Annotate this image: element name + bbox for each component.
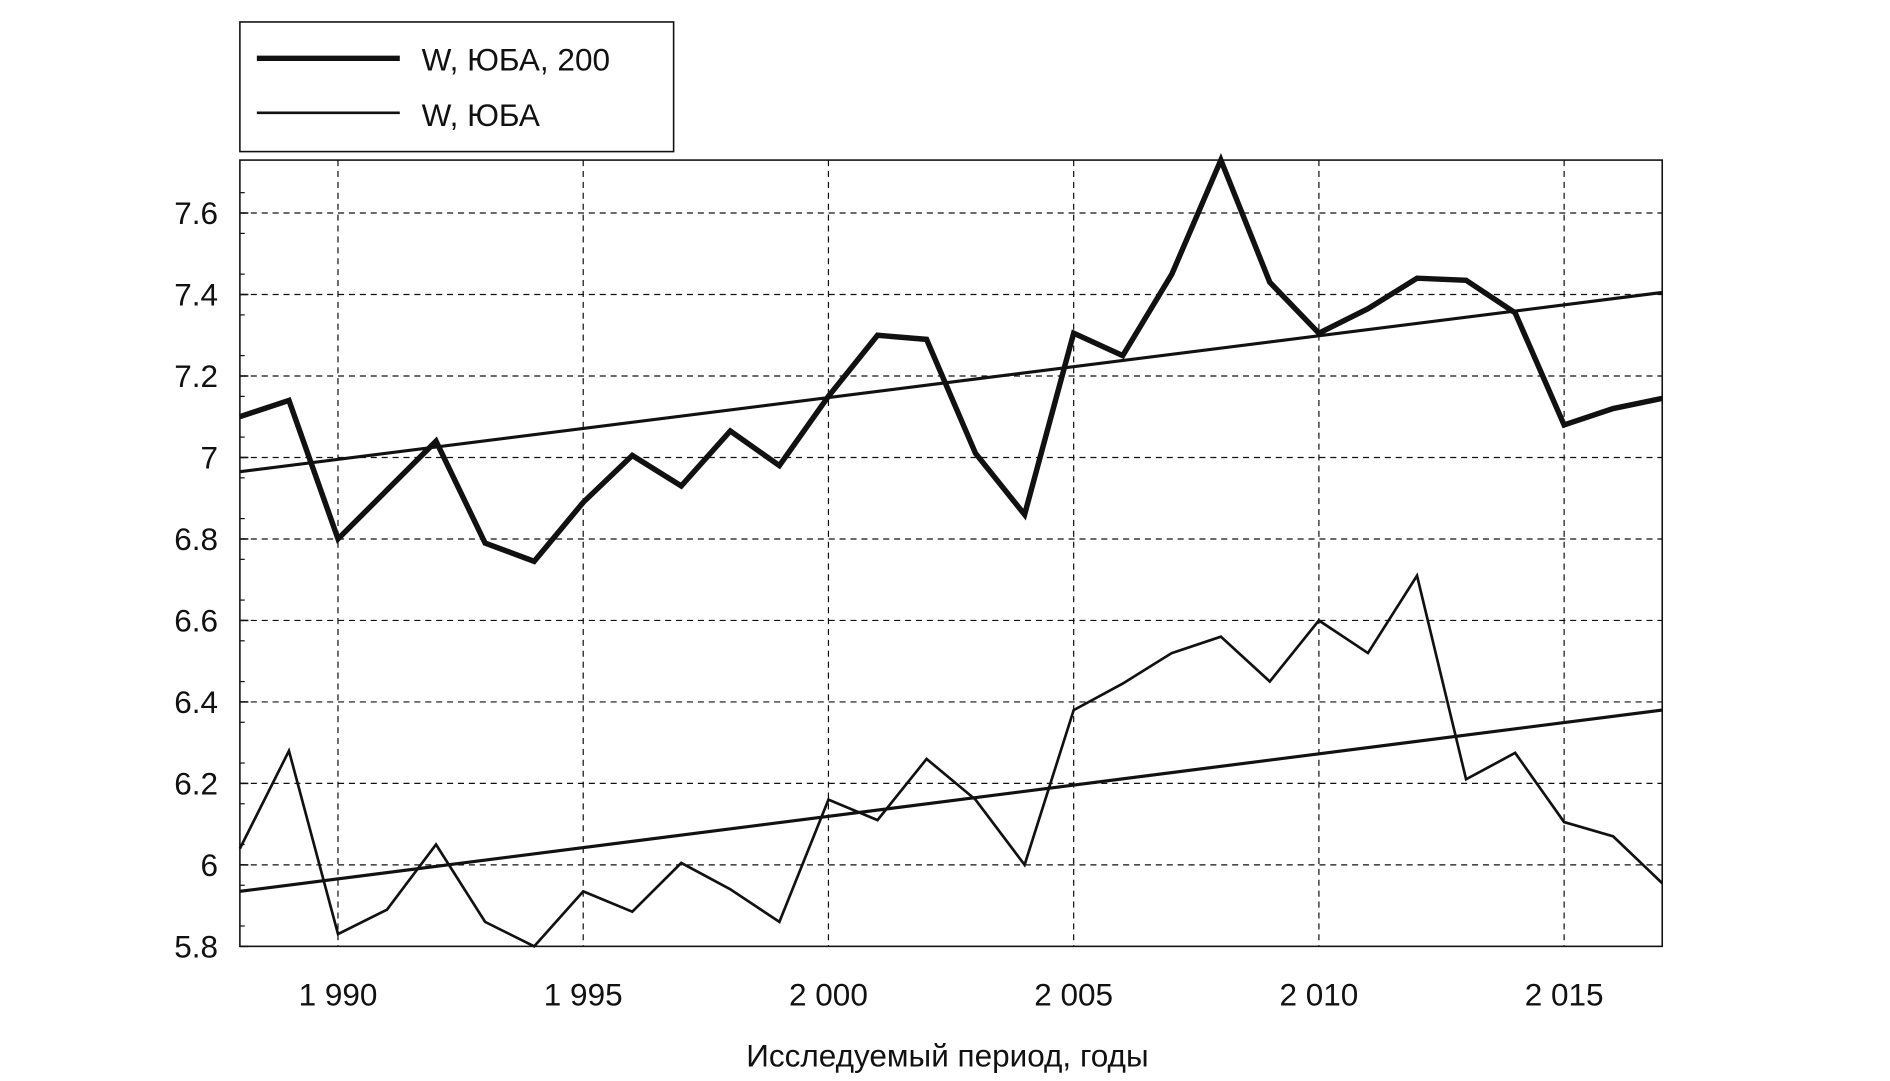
series-layer [238, 152, 1664, 949]
x-tick-label: 1 995 [544, 977, 623, 1013]
x-tick-label: 2 005 [1034, 977, 1113, 1013]
x-axis-label: Исследуемый период, годы [746, 1037, 1148, 1073]
y-tick-label: 5.8 [174, 928, 218, 964]
x-tick-label: 2 010 [1279, 977, 1358, 1013]
x-tick-label: 2 015 [1525, 977, 1604, 1013]
x-tick-label: 1 990 [299, 977, 378, 1013]
y-tick-label: 6.4 [174, 684, 218, 720]
y-tick-label: 6.6 [174, 602, 218, 638]
y-tick-label: 7.2 [174, 358, 218, 394]
legend-label-1: W, ЮБА [422, 97, 540, 133]
legend-label-0: W, ЮБА, 200 [422, 41, 610, 77]
y-tick-label: 7.4 [174, 276, 218, 312]
y-axis: 5.8 6 6.2 6.4 6.6 6.8 7 7.2 7.4 7.6 [174, 192, 249, 964]
trend-line-0 [239, 290, 1663, 474]
y-tick-label: 6 [201, 847, 219, 883]
series-line-1 [238, 572, 1664, 949]
y-tick-label: 6.8 [174, 521, 218, 557]
legend: W, ЮБА, 200 W, ЮБА [239, 21, 675, 153]
y-tick-label: 7.6 [174, 195, 218, 231]
plot-frame [239, 159, 1664, 948]
legend-box [239, 21, 675, 153]
y-tick-label: 7 [201, 439, 219, 475]
y-tick-label: 6.2 [174, 765, 218, 801]
series-line-0 [239, 152, 1663, 565]
x-axis: 1 990 1 995 2 000 2 005 2 010 2 015 [299, 977, 1604, 1013]
x-tick-label: 2 000 [789, 977, 868, 1013]
grid [239, 160, 1663, 947]
trend-line-1 [239, 708, 1663, 893]
